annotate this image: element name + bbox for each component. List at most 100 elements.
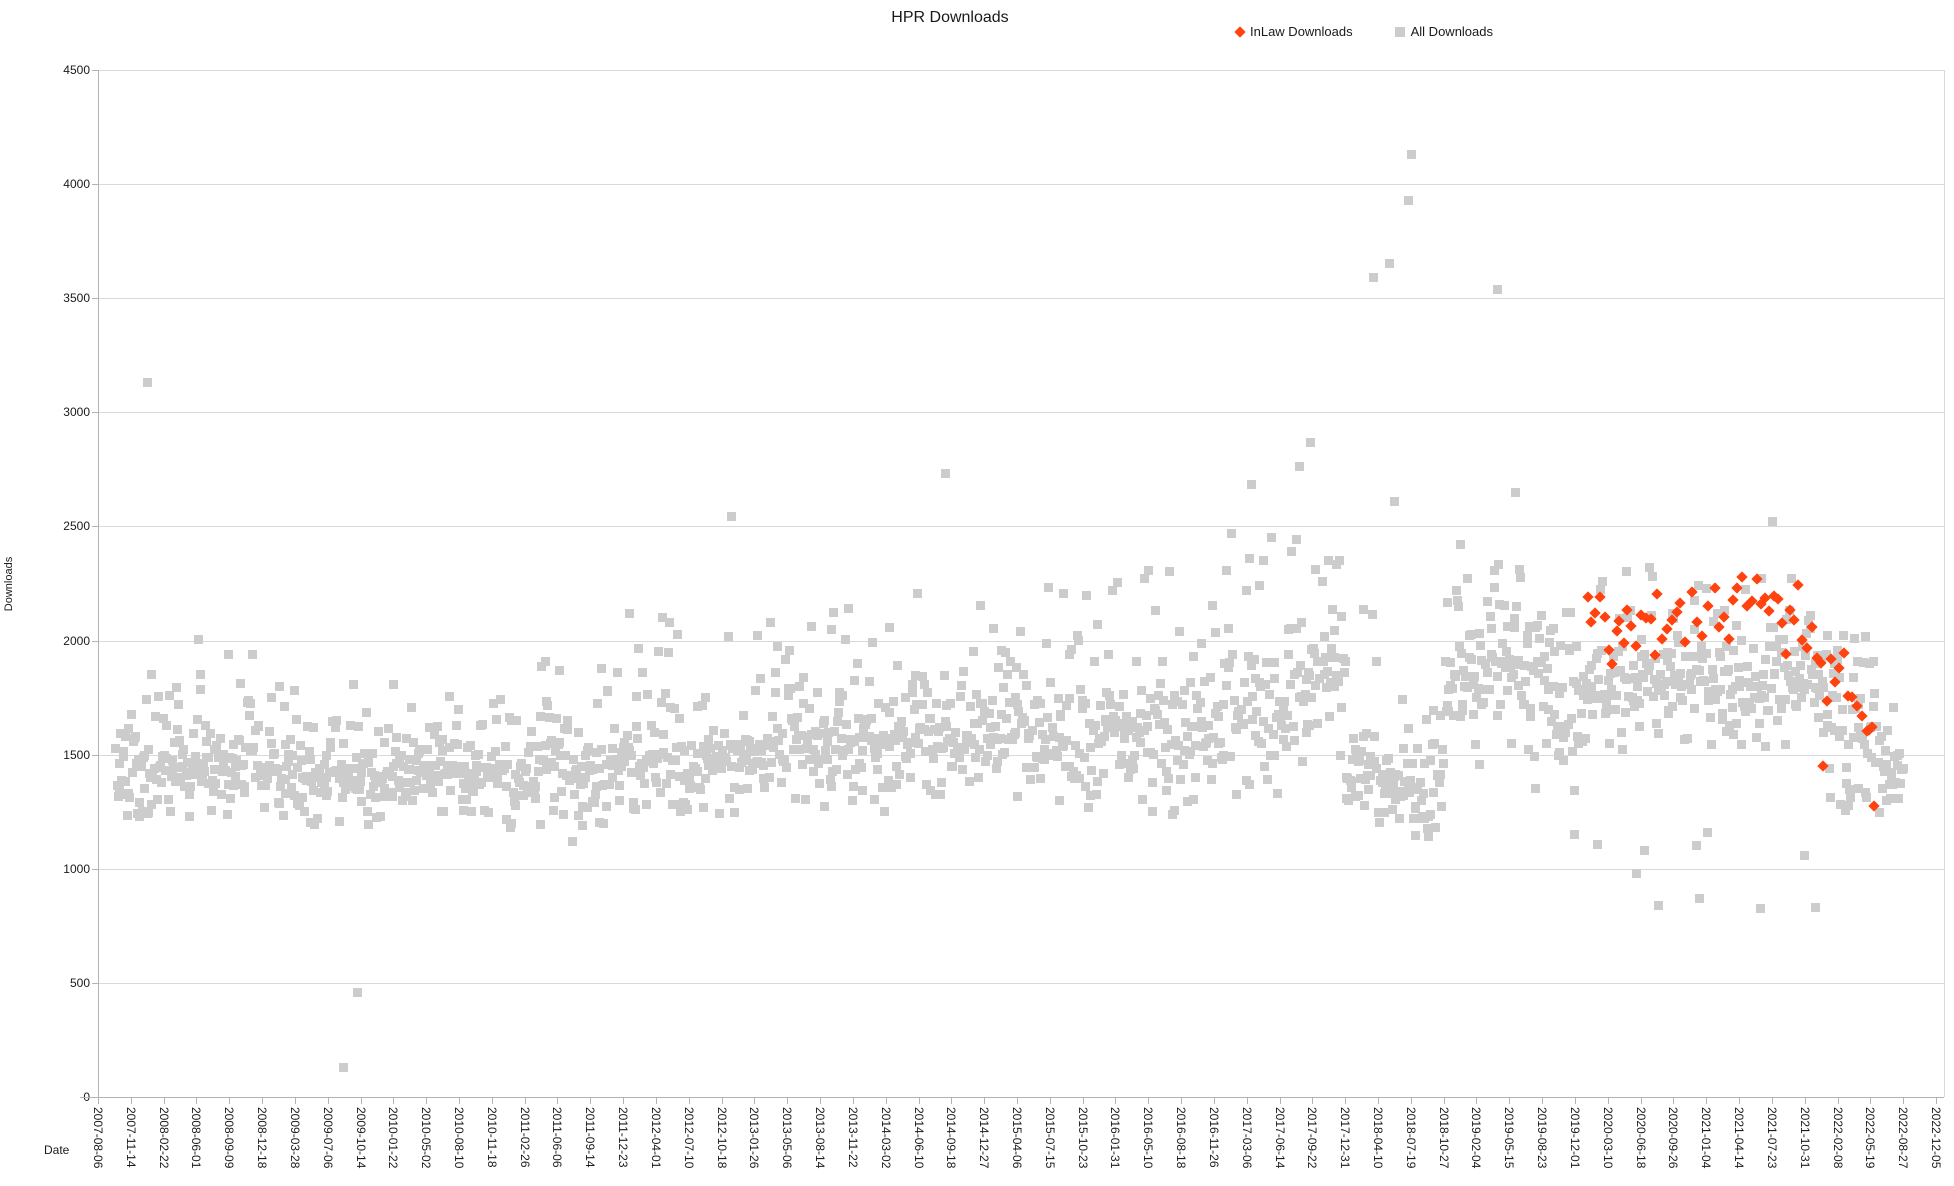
data-point-all-downloads bbox=[1721, 641, 1731, 651]
data-point-all-downloads bbox=[1258, 716, 1268, 726]
data-point-all-downloads bbox=[1188, 651, 1198, 661]
data-point-all-downloads bbox=[897, 717, 907, 727]
data-point-all-downloads bbox=[675, 771, 685, 781]
data-point-all-downloads bbox=[1747, 703, 1757, 713]
data-point-all-downloads bbox=[1104, 650, 1114, 660]
y-axis-tick bbox=[92, 70, 98, 71]
data-point-all-downloads bbox=[559, 809, 569, 819]
data-point-all-downloads bbox=[1564, 719, 1574, 729]
data-point-all-downloads bbox=[1087, 765, 1097, 775]
data-point-all-downloads bbox=[373, 726, 383, 736]
data-point-all-downloads bbox=[1368, 273, 1378, 283]
data-point-all-downloads bbox=[392, 732, 402, 742]
data-point-all-downloads bbox=[634, 643, 644, 653]
data-point-all-downloads bbox=[196, 685, 206, 695]
data-point-all-downloads bbox=[346, 721, 356, 731]
data-point-all-downloads bbox=[1580, 733, 1590, 743]
data-point-all-downloads bbox=[1471, 692, 1481, 702]
data-point-all-downloads bbox=[1829, 669, 1839, 679]
data-point-all-downloads bbox=[1879, 767, 1889, 777]
data-point-all-downloads bbox=[1868, 702, 1878, 712]
data-point-all-downloads bbox=[1320, 631, 1330, 641]
data-point-all-downloads bbox=[1644, 666, 1654, 676]
data-point-all-downloads bbox=[1673, 677, 1683, 687]
data-point-all-downloads bbox=[465, 741, 475, 751]
data-point-all-downloads bbox=[978, 715, 988, 725]
data-point-all-downloads bbox=[459, 806, 469, 816]
data-point-all-downloads bbox=[1867, 753, 1877, 763]
data-point-all-downloads bbox=[292, 762, 302, 772]
data-point-all-downloads bbox=[1809, 697, 1819, 707]
data-point-all-downloads bbox=[692, 767, 702, 777]
data-point-all-downloads bbox=[1161, 766, 1171, 776]
data-point-all-downloads bbox=[1208, 601, 1218, 611]
data-point-all-downloads bbox=[1341, 656, 1351, 666]
x-tick-label: 2011-12-23 bbox=[616, 1107, 631, 1168]
data-point-all-downloads bbox=[464, 777, 474, 787]
data-point-all-downloads bbox=[1074, 635, 1083, 645]
data-point-all-downloads bbox=[1320, 652, 1330, 662]
data-point-all-downloads bbox=[1030, 700, 1040, 710]
data-point-all-downloads bbox=[1754, 718, 1764, 728]
data-point-all-downloads bbox=[1336, 611, 1346, 621]
data-point-all-downloads bbox=[1571, 641, 1581, 651]
data-point-all-downloads bbox=[379, 738, 389, 748]
data-point-all-downloads bbox=[573, 773, 583, 783]
data-point-all-downloads bbox=[605, 756, 615, 766]
data-point-all-downloads bbox=[551, 713, 561, 723]
data-point-all-downloads bbox=[1586, 661, 1596, 671]
data-point-all-downloads bbox=[1437, 801, 1447, 811]
data-point-all-downloads bbox=[245, 698, 255, 708]
data-point-all-downloads bbox=[1133, 723, 1143, 733]
data-point-all-downloads bbox=[1415, 777, 1425, 787]
data-point-all-downloads bbox=[1010, 728, 1020, 737]
data-point-all-downloads bbox=[1680, 651, 1690, 661]
data-point-all-downloads bbox=[188, 728, 198, 738]
data-point-all-downloads bbox=[1019, 669, 1029, 679]
data-point-all-downloads bbox=[1090, 721, 1100, 731]
data-point-all-downloads bbox=[1130, 750, 1140, 760]
data-point-all-downloads bbox=[240, 742, 250, 752]
data-point-all-downloads bbox=[162, 753, 172, 763]
data-point-all-downloads bbox=[1261, 657, 1271, 667]
data-point-all-downloads bbox=[1025, 730, 1035, 740]
data-point-all-downloads bbox=[563, 715, 573, 725]
data-point-all-downloads bbox=[1489, 566, 1499, 576]
data-point-all-downloads bbox=[1295, 461, 1305, 471]
data-point-all-downloads bbox=[1550, 647, 1560, 657]
y-axis-tick bbox=[92, 184, 98, 186]
data-point-all-downloads bbox=[1347, 754, 1357, 764]
data-point-all-downloads bbox=[1036, 699, 1046, 709]
data-point-all-downloads bbox=[1120, 733, 1130, 743]
data-point-all-downloads bbox=[446, 785, 456, 795]
x-tick-label: 2019-12-01 bbox=[1567, 1107, 1582, 1169]
data-point-all-downloads bbox=[424, 722, 434, 732]
data-point-all-downloads bbox=[529, 777, 539, 787]
data-point-all-downloads bbox=[984, 709, 994, 719]
data-point-all-downloads bbox=[1695, 665, 1705, 675]
data-point-all-downloads bbox=[717, 764, 727, 774]
y-axis-tick bbox=[92, 754, 98, 756]
data-point-all-downloads bbox=[1622, 612, 1632, 622]
data-point-all-downloads bbox=[368, 781, 378, 791]
data-point-all-downloads bbox=[1859, 657, 1869, 667]
data-point-all-downloads bbox=[1286, 546, 1296, 556]
data-point-all-downloads bbox=[254, 722, 264, 732]
data-point-all-downloads bbox=[1035, 718, 1045, 728]
data-point-all-downloads bbox=[337, 793, 347, 803]
data-point-all-downloads bbox=[359, 759, 369, 769]
data-point-all-downloads bbox=[1203, 720, 1213, 730]
data-point-all-downloads bbox=[574, 811, 584, 821]
data-point-all-downloads bbox=[1546, 717, 1556, 727]
data-point-all-downloads bbox=[477, 778, 487, 788]
data-point-all-downloads bbox=[1483, 596, 1493, 606]
data-point-all-downloads bbox=[521, 763, 531, 773]
data-point-all-downloads bbox=[736, 757, 746, 767]
data-point-all-downloads bbox=[1757, 681, 1767, 691]
data-point-all-downloads bbox=[279, 701, 289, 711]
data-point-all-downloads bbox=[905, 772, 915, 782]
data-point-all-downloads bbox=[1105, 699, 1115, 709]
data-point-all-downloads bbox=[1389, 779, 1399, 789]
x-tick-label: 2011-06-06 bbox=[550, 1107, 565, 1168]
data-point-all-downloads bbox=[1438, 758, 1448, 768]
